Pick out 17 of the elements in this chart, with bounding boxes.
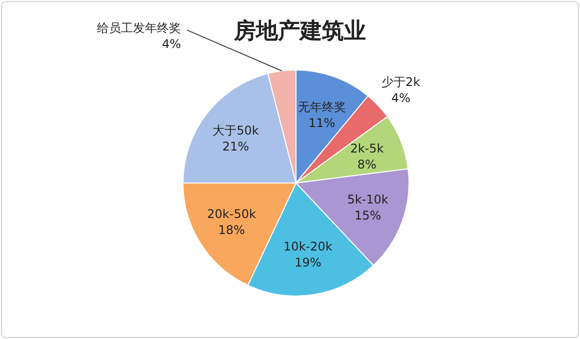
slice-label: 无年终奖: [298, 100, 346, 114]
data-label: 15%: [354, 208, 382, 222]
data-label: 8%: [357, 157, 376, 172]
data-label: 4%: [162, 37, 181, 52]
slice-label: 2k-5k: [350, 141, 384, 156]
data-label: 18%: [218, 222, 245, 237]
chart-title: 房地产建筑业: [233, 18, 366, 44]
slice-label: 给员工发年终奖: [97, 21, 181, 36]
data-label: 19%: [294, 255, 322, 270]
slice-label: 5k-10k: [347, 192, 388, 206]
data-label: 4%: [391, 91, 410, 106]
slice-label: 10k-20k: [284, 239, 332, 254]
data-label: 11%: [308, 116, 336, 130]
slice-label: 少于2k: [382, 75, 420, 90]
slice-label: 20k-50k: [207, 206, 256, 221]
slice-label: 大于50k: [212, 124, 259, 138]
data-label: 21%: [222, 140, 250, 154]
